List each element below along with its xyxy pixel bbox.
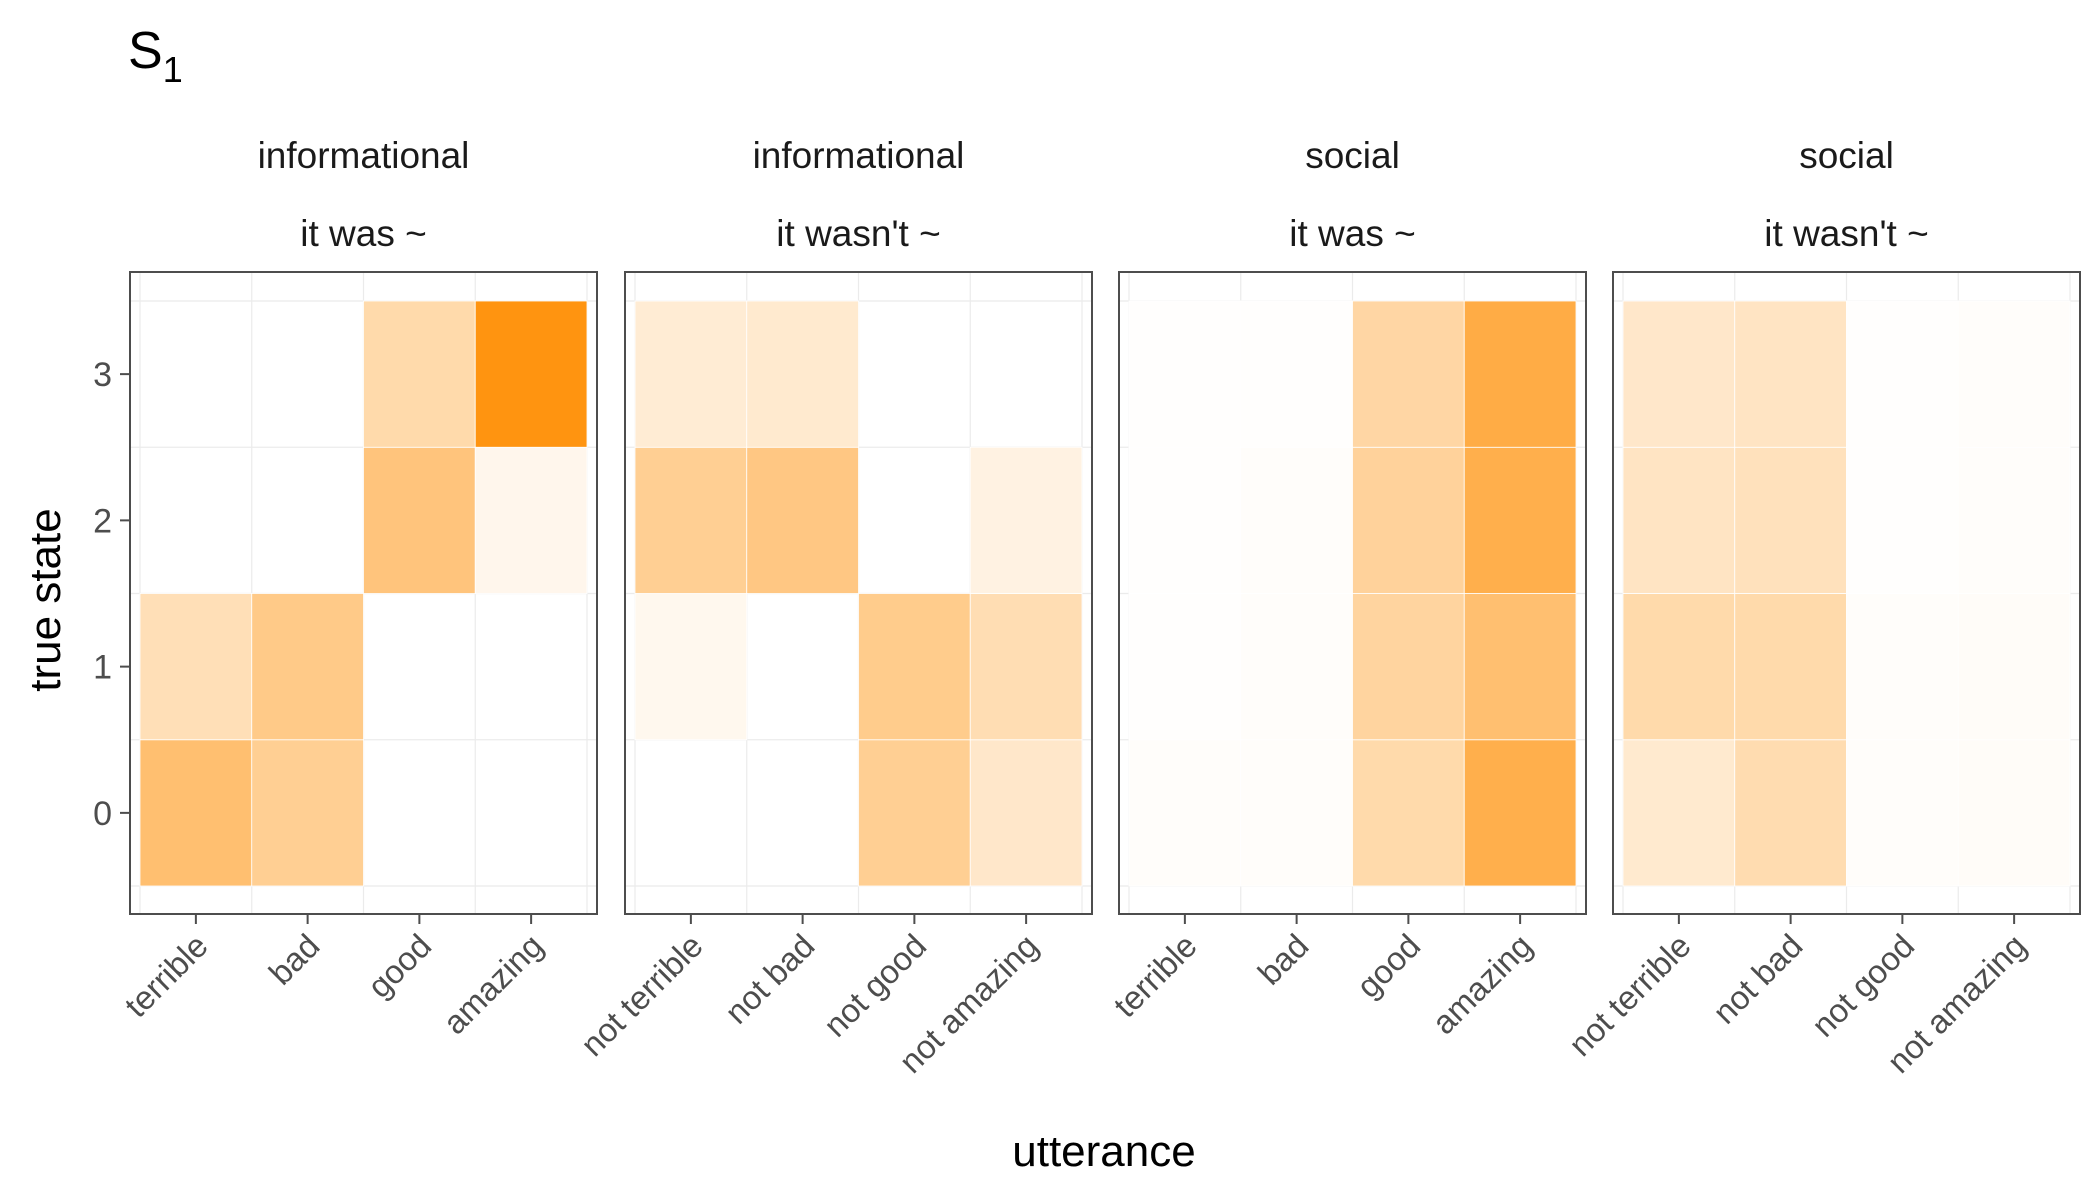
heatmap-cell xyxy=(1734,739,1847,887)
heatmap-cell xyxy=(363,300,476,448)
heatmap-cell xyxy=(474,300,588,448)
x-tick-label: terrible xyxy=(117,927,214,1024)
heatmap-cell xyxy=(634,593,748,741)
facet-strip-label-top: social xyxy=(1799,135,1894,176)
heatmap-cell xyxy=(1352,300,1465,448)
x-tick-label: terrible xyxy=(1106,927,1203,1024)
x-axis-label: utterance xyxy=(1012,1127,1195,1176)
chart-title: S1 xyxy=(128,22,183,90)
x-tick-label: not terrible xyxy=(573,927,709,1063)
heatmap-cell xyxy=(1128,446,1242,594)
heatmap-cell xyxy=(251,593,364,741)
heatmap-cell xyxy=(1352,739,1465,887)
heatmap-cell xyxy=(1622,739,1736,887)
heatmap-cell xyxy=(969,739,1083,887)
y-tick-label: 0 xyxy=(93,795,112,833)
facet-strip-label-bottom: it wasn't ~ xyxy=(776,213,940,254)
facet-strip-label-top: informational xyxy=(258,135,470,176)
heatmap-cell xyxy=(1957,593,2071,741)
x-tick-label: not good xyxy=(816,927,933,1044)
x-tick-label: amazing xyxy=(1425,927,1539,1041)
panel-border xyxy=(1118,271,1587,915)
heatmap-cell xyxy=(1622,593,1736,741)
heatmap-cell xyxy=(1734,446,1847,594)
facet-panel: informational it was ~ terrible bad goodamaz… xyxy=(93,135,598,1041)
heatmap-cell xyxy=(746,300,859,448)
heatmap-cell xyxy=(969,593,1083,741)
heatmap-cell xyxy=(1463,593,1577,741)
x-tick-label: good xyxy=(360,927,438,1005)
heatmap-cell xyxy=(1957,446,2071,594)
heatmap-cell xyxy=(139,593,253,741)
heatmap-cell xyxy=(1846,739,1959,887)
x-tick-label: not good xyxy=(1804,927,1921,1044)
heatmap-cell xyxy=(1352,593,1465,741)
x-tick-label: bad xyxy=(1250,927,1315,992)
panel-border xyxy=(624,271,1093,915)
heatmap-cell xyxy=(1622,446,1736,594)
x-tick-label: not terrible xyxy=(1561,927,1697,1063)
heatmap-cell xyxy=(1240,739,1353,887)
facet-strip-label-bottom: it was ~ xyxy=(1289,213,1415,254)
facet-panel: social it wasn't ~ not terrible not badnot … xyxy=(1561,135,2081,1080)
heatmap-cell xyxy=(1240,446,1353,594)
heatmap-cell xyxy=(858,739,971,887)
y-tick-label: 2 xyxy=(93,502,112,540)
heatmap-cell xyxy=(634,300,748,448)
heatmap-cell xyxy=(1622,300,1736,448)
x-tick-label: not bad xyxy=(718,927,822,1031)
heatmap-cell xyxy=(1734,300,1847,448)
heatmap-cell xyxy=(746,446,859,594)
heatmap-cell xyxy=(1846,446,1959,594)
heatmap-cell xyxy=(1463,739,1577,887)
panel-border xyxy=(129,271,598,915)
heatmap-cell xyxy=(1957,739,2071,887)
y-axis-label: true state xyxy=(21,508,70,691)
heatmap-cell xyxy=(969,446,1083,594)
x-tick-label: good xyxy=(1349,927,1427,1005)
heatmap-cell xyxy=(1957,300,2071,448)
chart-title-subscript: 1 xyxy=(163,49,183,90)
x-tick-label: bad xyxy=(261,927,326,992)
heatmap-cell xyxy=(858,593,971,741)
heatmap-cell xyxy=(1463,446,1577,594)
heatmap-cell xyxy=(1128,739,1242,887)
y-tick-label: 1 xyxy=(93,649,112,687)
heatmap-cell xyxy=(1463,300,1577,448)
heatmap-cell xyxy=(1352,446,1465,594)
heatmap-cell xyxy=(1240,300,1353,448)
facet-strip-label-bottom: it was ~ xyxy=(300,213,426,254)
x-tick-label: amazing xyxy=(436,927,550,1041)
heatmap-cell xyxy=(1240,593,1353,741)
heatmap-cell xyxy=(251,739,364,887)
panel-border xyxy=(1612,271,2081,915)
heatmap-cell xyxy=(1846,300,1959,448)
heatmap-cell xyxy=(363,446,476,594)
y-tick-label: 3 xyxy=(93,356,112,394)
facet-strip-label-bottom: it wasn't ~ xyxy=(1764,213,1928,254)
facet-strip-label-top: social xyxy=(1305,135,1400,176)
heatmap-cell xyxy=(634,446,748,594)
heatmap-cell xyxy=(1734,593,1847,741)
heatmap-cell xyxy=(474,446,588,594)
facet-strip-label-top: informational xyxy=(753,135,965,176)
x-tick-label: not bad xyxy=(1706,927,1810,1031)
heatmap-cell xyxy=(1846,593,1959,741)
heatmap-cell xyxy=(1128,593,1242,741)
heatmap-cell xyxy=(139,739,253,887)
heatmap-cell xyxy=(1128,300,1242,448)
